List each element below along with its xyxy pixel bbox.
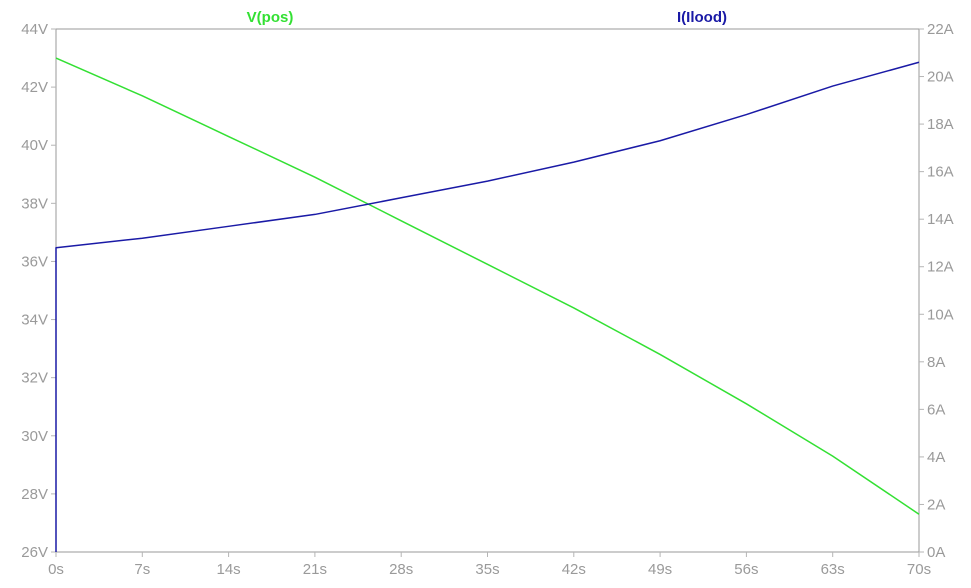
x-tick-label: 35s <box>475 561 499 578</box>
right-tick-label: 6A <box>927 401 945 418</box>
left-tick-label: 26V <box>21 544 48 561</box>
right-tick-label: 14A <box>927 211 954 228</box>
left-tick-label: 30V <box>21 428 48 445</box>
right-tick-label: 12A <box>927 259 954 276</box>
left-tick-label: 44V <box>21 21 48 38</box>
left-tick-label: 34V <box>21 312 48 329</box>
x-tick-label: 56s <box>734 561 758 578</box>
x-tick-label: 21s <box>303 561 327 578</box>
right-tick-label: 8A <box>927 354 945 371</box>
right-tick-label: 22A <box>927 21 954 38</box>
series-line-iload <box>55 61 920 552</box>
x-axis: 0s 7s 14s 21s 28s 35s 42s 49s 56s 63s 70s <box>48 552 931 578</box>
left-tick-label: 28V <box>21 486 48 503</box>
x-tick-label: 7s <box>134 561 150 578</box>
plot-frame <box>55 28 920 553</box>
right-tick-label: 4A <box>927 449 945 466</box>
x-tick-label: 28s <box>389 561 413 578</box>
right-tick-label: 10A <box>927 306 954 323</box>
series-layer <box>55 57 920 552</box>
x-tick-label: 70s <box>907 561 931 578</box>
left-tick-label: 42V <box>21 79 48 96</box>
right-tick-label: 16A <box>927 164 954 181</box>
left-tick-label: 38V <box>21 195 48 212</box>
right-tick-label: 18A <box>927 116 954 133</box>
right-tick-label: 20A <box>927 69 954 86</box>
x-tick-label: 63s <box>821 561 845 578</box>
right-tick-label: 0A <box>927 544 945 561</box>
series-label-iload: I(Ilood) <box>677 9 727 26</box>
left-tick-label: 32V <box>21 370 48 387</box>
x-tick-label: 0s <box>48 561 64 578</box>
x-tick-label: 49s <box>648 561 672 578</box>
left-axis: 26V 28V 30V 32V 34V 36V 38V 40V 42V 44V <box>21 21 56 561</box>
x-tick-label: 14s <box>217 561 241 578</box>
x-tick-label: 42s <box>562 561 586 578</box>
series-label-vpos: V(pos) <box>247 9 294 26</box>
series-line-vpos <box>55 57 920 515</box>
right-axis: 0A 2A 4A 6A 8A 10A 12A 14A 16A 18A 20A 22A <box>919 21 954 561</box>
left-tick-label: 36V <box>21 253 48 270</box>
right-tick-label: 2A <box>927 496 945 513</box>
left-tick-label: 40V <box>21 137 48 154</box>
